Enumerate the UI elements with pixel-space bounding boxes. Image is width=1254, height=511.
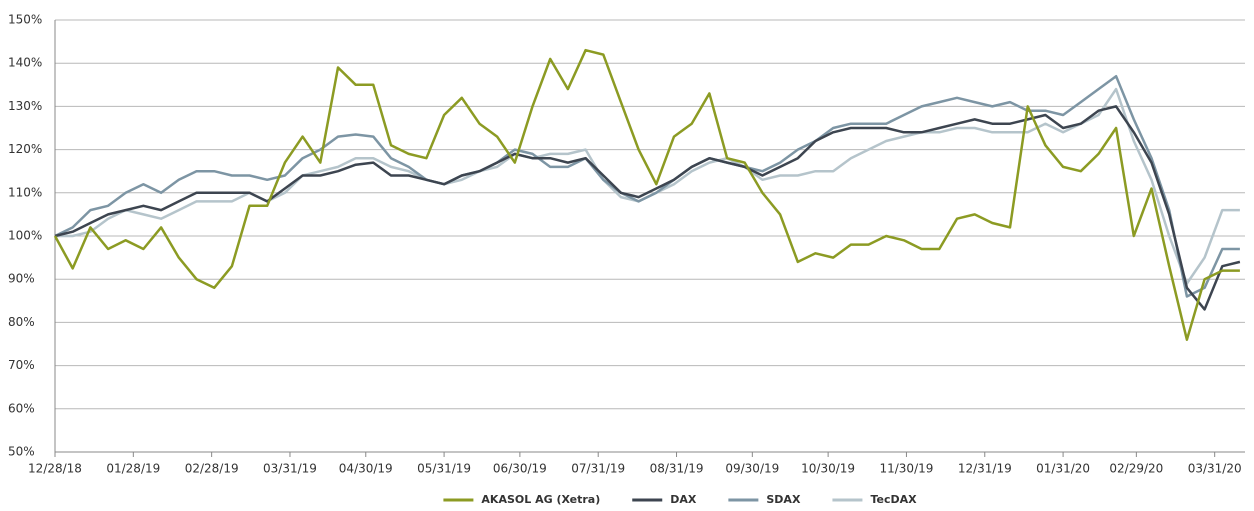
series-line [55,87,1240,285]
x-tick-label: 07/31/19 [571,462,625,476]
y-tick-label: 70% [8,358,35,372]
y-tick-label: 130% [8,99,42,113]
x-tick-label: 02/28/19 [185,462,239,476]
x-tick-label: 03/31/19 [263,462,317,476]
x-tick-label: 06/30/19 [493,462,547,476]
x-tick-label: 04/30/19 [339,462,393,476]
x-tick-label: 09/30/19 [725,462,779,476]
y-tick-label: 100% [8,229,42,243]
y-tick-label: 60% [8,401,35,415]
series-line [54,74,1240,298]
x-tick-label: 01/28/19 [106,462,160,476]
x-tick-label: 10/30/19 [801,462,855,476]
y-tick-label: 50% [8,445,35,459]
x-tick-label: 01/31/20 [1036,462,1090,476]
legend-label: TecDAX [870,493,917,506]
y-tick-label: 110% [8,185,42,199]
y-tick-label: 120% [8,142,42,156]
series-line [53,48,1240,341]
x-tick-label: 11/30/19 [879,462,933,476]
x-tick-label: 02/29/20 [1109,462,1163,476]
y-tick-label: 80% [8,315,35,329]
x-tick-label: 12/28/18 [28,462,82,476]
y-tick-label: 90% [8,272,35,286]
x-tick-label: 05/31/19 [417,462,471,476]
x-tick-label: 08/31/19 [650,462,704,476]
legend-label: DAX [670,493,697,506]
y-tick-label: 150% [8,13,42,27]
legend-label: SDAX [766,493,801,506]
x-tick-label: 12/31/19 [958,462,1012,476]
series-line [54,105,1241,311]
x-tick-label: 03/31/20 [1188,462,1242,476]
y-tick-label: 140% [8,56,42,70]
legend-label: AKASOL AG (Xetra) [481,493,600,506]
